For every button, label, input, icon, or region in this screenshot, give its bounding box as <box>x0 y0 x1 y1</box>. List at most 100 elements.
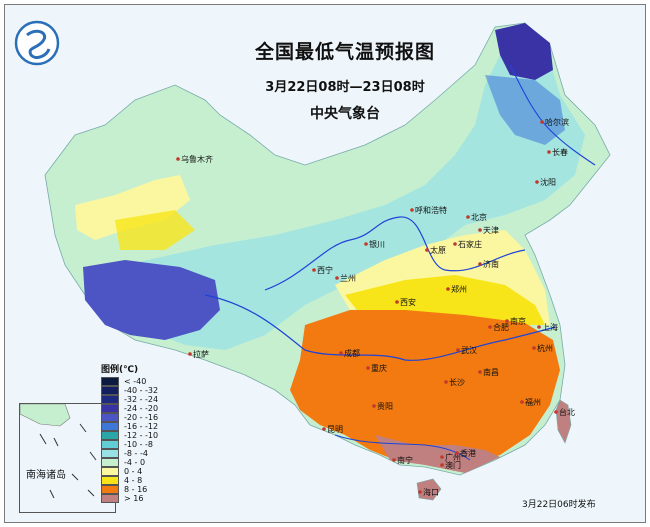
legend-swatch <box>101 467 119 476</box>
legend-item: -40 - -32 <box>101 386 158 395</box>
legend-item: -32 - -24 <box>101 395 158 404</box>
legend-swatch <box>101 485 119 494</box>
city-marker <box>478 370 482 374</box>
city-label: 海口 <box>423 487 439 497</box>
legend-rows: < -40 -40 - -32 -32 - -24 -24 - -20 -20 - -1… <box>101 377 158 503</box>
city-label: 武汉 <box>461 345 477 355</box>
legend-swatch <box>101 422 119 431</box>
legend-label: 8 - 16 <box>124 485 148 494</box>
yellow-river <box>264 216 526 291</box>
city-marker <box>364 242 368 246</box>
city-marker <box>478 262 482 266</box>
legend-item: < -40 <box>101 377 158 386</box>
legend-label: -10 - -8 <box>124 440 154 449</box>
legend-label: < -40 <box>124 377 147 386</box>
city-label: 沈阳 <box>540 177 556 187</box>
cma-logo-icon <box>14 20 60 66</box>
legend-label: -40 - -32 <box>124 386 159 395</box>
city-marker <box>453 242 457 246</box>
city-marker <box>520 400 524 404</box>
city-marker <box>537 325 541 329</box>
city-marker <box>535 180 539 184</box>
city-marker <box>312 268 316 272</box>
city-marker <box>339 351 343 355</box>
city-marker <box>466 215 470 219</box>
zone-northeast-cold <box>495 23 553 80</box>
city-marker <box>425 248 429 252</box>
city-marker <box>532 346 536 350</box>
city-label: 成都 <box>344 348 360 358</box>
city-label: 西宁 <box>317 265 333 275</box>
city-label: 拉萨 <box>193 349 209 359</box>
legend-swatch <box>101 494 119 503</box>
city-marker <box>554 410 558 414</box>
legend-label: -4 - 0 <box>124 458 146 467</box>
legend-label: 0 - 4 <box>124 467 143 476</box>
city-marker <box>372 404 376 408</box>
legend-item: > 16 <box>101 494 158 503</box>
city-label: 长沙 <box>449 377 465 387</box>
city-label: 郑州 <box>451 284 467 294</box>
city-marker <box>410 208 414 212</box>
legend-item: -16 - -12 <box>101 422 158 431</box>
legend-label: -20 - -16 <box>124 413 159 422</box>
city-label: 香港 <box>460 448 476 458</box>
legend-title: 图例(℃) <box>101 365 139 375</box>
city-label: 福州 <box>525 398 541 407</box>
city-label: 昆明 <box>327 425 343 434</box>
legend-item: -20 - -16 <box>101 413 158 422</box>
legend-label: -32 - -24 <box>124 395 159 404</box>
legend-label: -16 - -12 <box>124 422 159 431</box>
legend-item: -10 - -8 <box>101 440 158 449</box>
zone-xinjiang-warm <box>75 175 190 240</box>
city-label: 合肥 <box>493 322 509 332</box>
city-label: 南宁 <box>397 455 413 465</box>
legend-item: -8 - -4 <box>101 449 158 458</box>
city-label: 澳门 <box>445 460 461 470</box>
city-marker <box>505 319 509 323</box>
zone-northeast-cool <box>485 75 565 145</box>
city-marker <box>455 451 459 455</box>
legend-label: -24 - -20 <box>124 404 159 413</box>
city-marker <box>444 380 448 384</box>
city-label: 广州 <box>445 452 461 462</box>
agency-name: 中央气象台 <box>310 106 380 122</box>
city-marker <box>488 325 492 329</box>
yangtze-river <box>204 294 556 361</box>
legend: 图例(℃) < -40 -40 - -32 -32 - -24 -24 - -20 -2… <box>101 362 158 503</box>
legend-swatch <box>101 476 119 485</box>
forecast-time-range: 3月22日08时—23日08时 <box>265 80 425 95</box>
city-label: 上海 <box>542 322 558 332</box>
legend-item: 0 - 4 <box>101 467 158 476</box>
city-marker <box>395 300 399 304</box>
legend-item: 4 - 8 <box>101 476 158 485</box>
inset-map <box>20 404 97 499</box>
city-marker <box>440 455 444 459</box>
legend-swatch <box>101 404 119 413</box>
city-label: 北京 <box>471 212 487 222</box>
taiwan-island <box>555 399 572 444</box>
city-marker <box>322 427 326 431</box>
city-marker <box>446 287 450 291</box>
legend-item: -12 - -10 <box>101 431 158 440</box>
header: 全国最低气温预报图 3月22日08时—23日08时 中央气象台 <box>205 37 485 123</box>
city-label: 杭州 <box>537 343 553 353</box>
city-label: 乌鲁木齐 <box>181 154 213 164</box>
issue-time: 3月22日06时发布 <box>522 500 596 510</box>
inset-label: 南海诸岛 <box>26 470 66 481</box>
city-marker <box>456 348 460 352</box>
city-marker <box>188 352 192 356</box>
zone-tarim-warm <box>115 210 195 250</box>
city-marker <box>418 490 422 494</box>
city-label: 太原 <box>430 245 446 255</box>
zone-south-warm <box>290 310 560 470</box>
legend-label: > 16 <box>124 494 144 503</box>
city-label: 南昌 <box>483 367 499 377</box>
city-marker <box>547 150 551 154</box>
legend-label: -12 - -10 <box>124 431 159 440</box>
zone-tibet-cold <box>83 260 220 340</box>
city-label: 银川 <box>369 239 385 249</box>
legend-swatch <box>101 431 119 440</box>
